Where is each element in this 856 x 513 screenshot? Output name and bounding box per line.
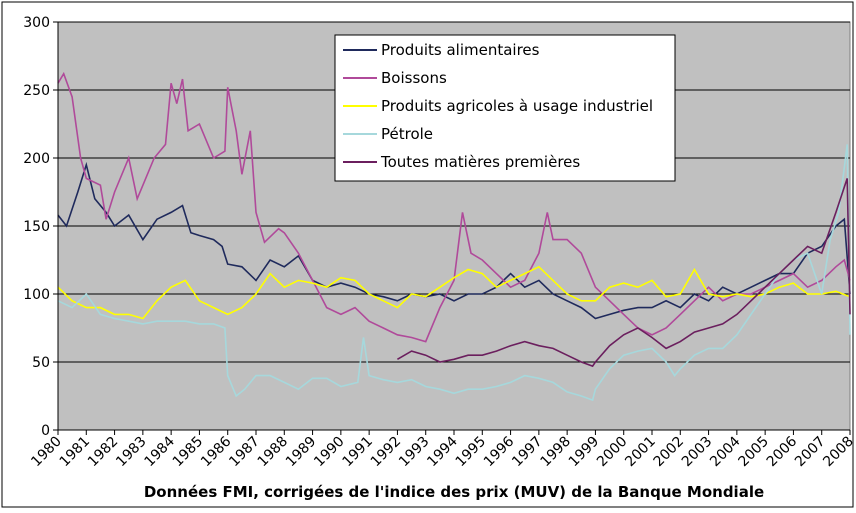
legend-label: Boissons: [381, 69, 447, 87]
series-line: [396, 178, 851, 368]
y-tick-label: 0: [41, 423, 50, 439]
y-tick-label: 300: [23, 15, 50, 31]
caption: Données FMI, corrigées de l'indice des p…: [144, 483, 764, 501]
y-tick-label: 100: [23, 287, 50, 303]
series-line: [57, 265, 851, 320]
y-tick-label: 50: [32, 355, 50, 371]
legend-label: Produits agricoles à usage industriel: [381, 97, 653, 115]
series-line: [57, 161, 851, 320]
legend-label: Pétrole: [381, 125, 433, 143]
legend-label: Produits alimentaires: [381, 41, 540, 59]
y-tick-label: 150: [23, 219, 50, 235]
y-tick-label: 200: [23, 151, 50, 167]
legend: [334, 34, 676, 182]
legend-entries: Produits alimentaires Boissons Produits ag…: [343, 41, 653, 171]
y-tick-label: 250: [23, 83, 50, 99]
legend-label: Toutes matières premières: [380, 153, 580, 171]
series-line: [57, 71, 851, 343]
lines: [57, 71, 851, 402]
series-line: [57, 144, 851, 402]
